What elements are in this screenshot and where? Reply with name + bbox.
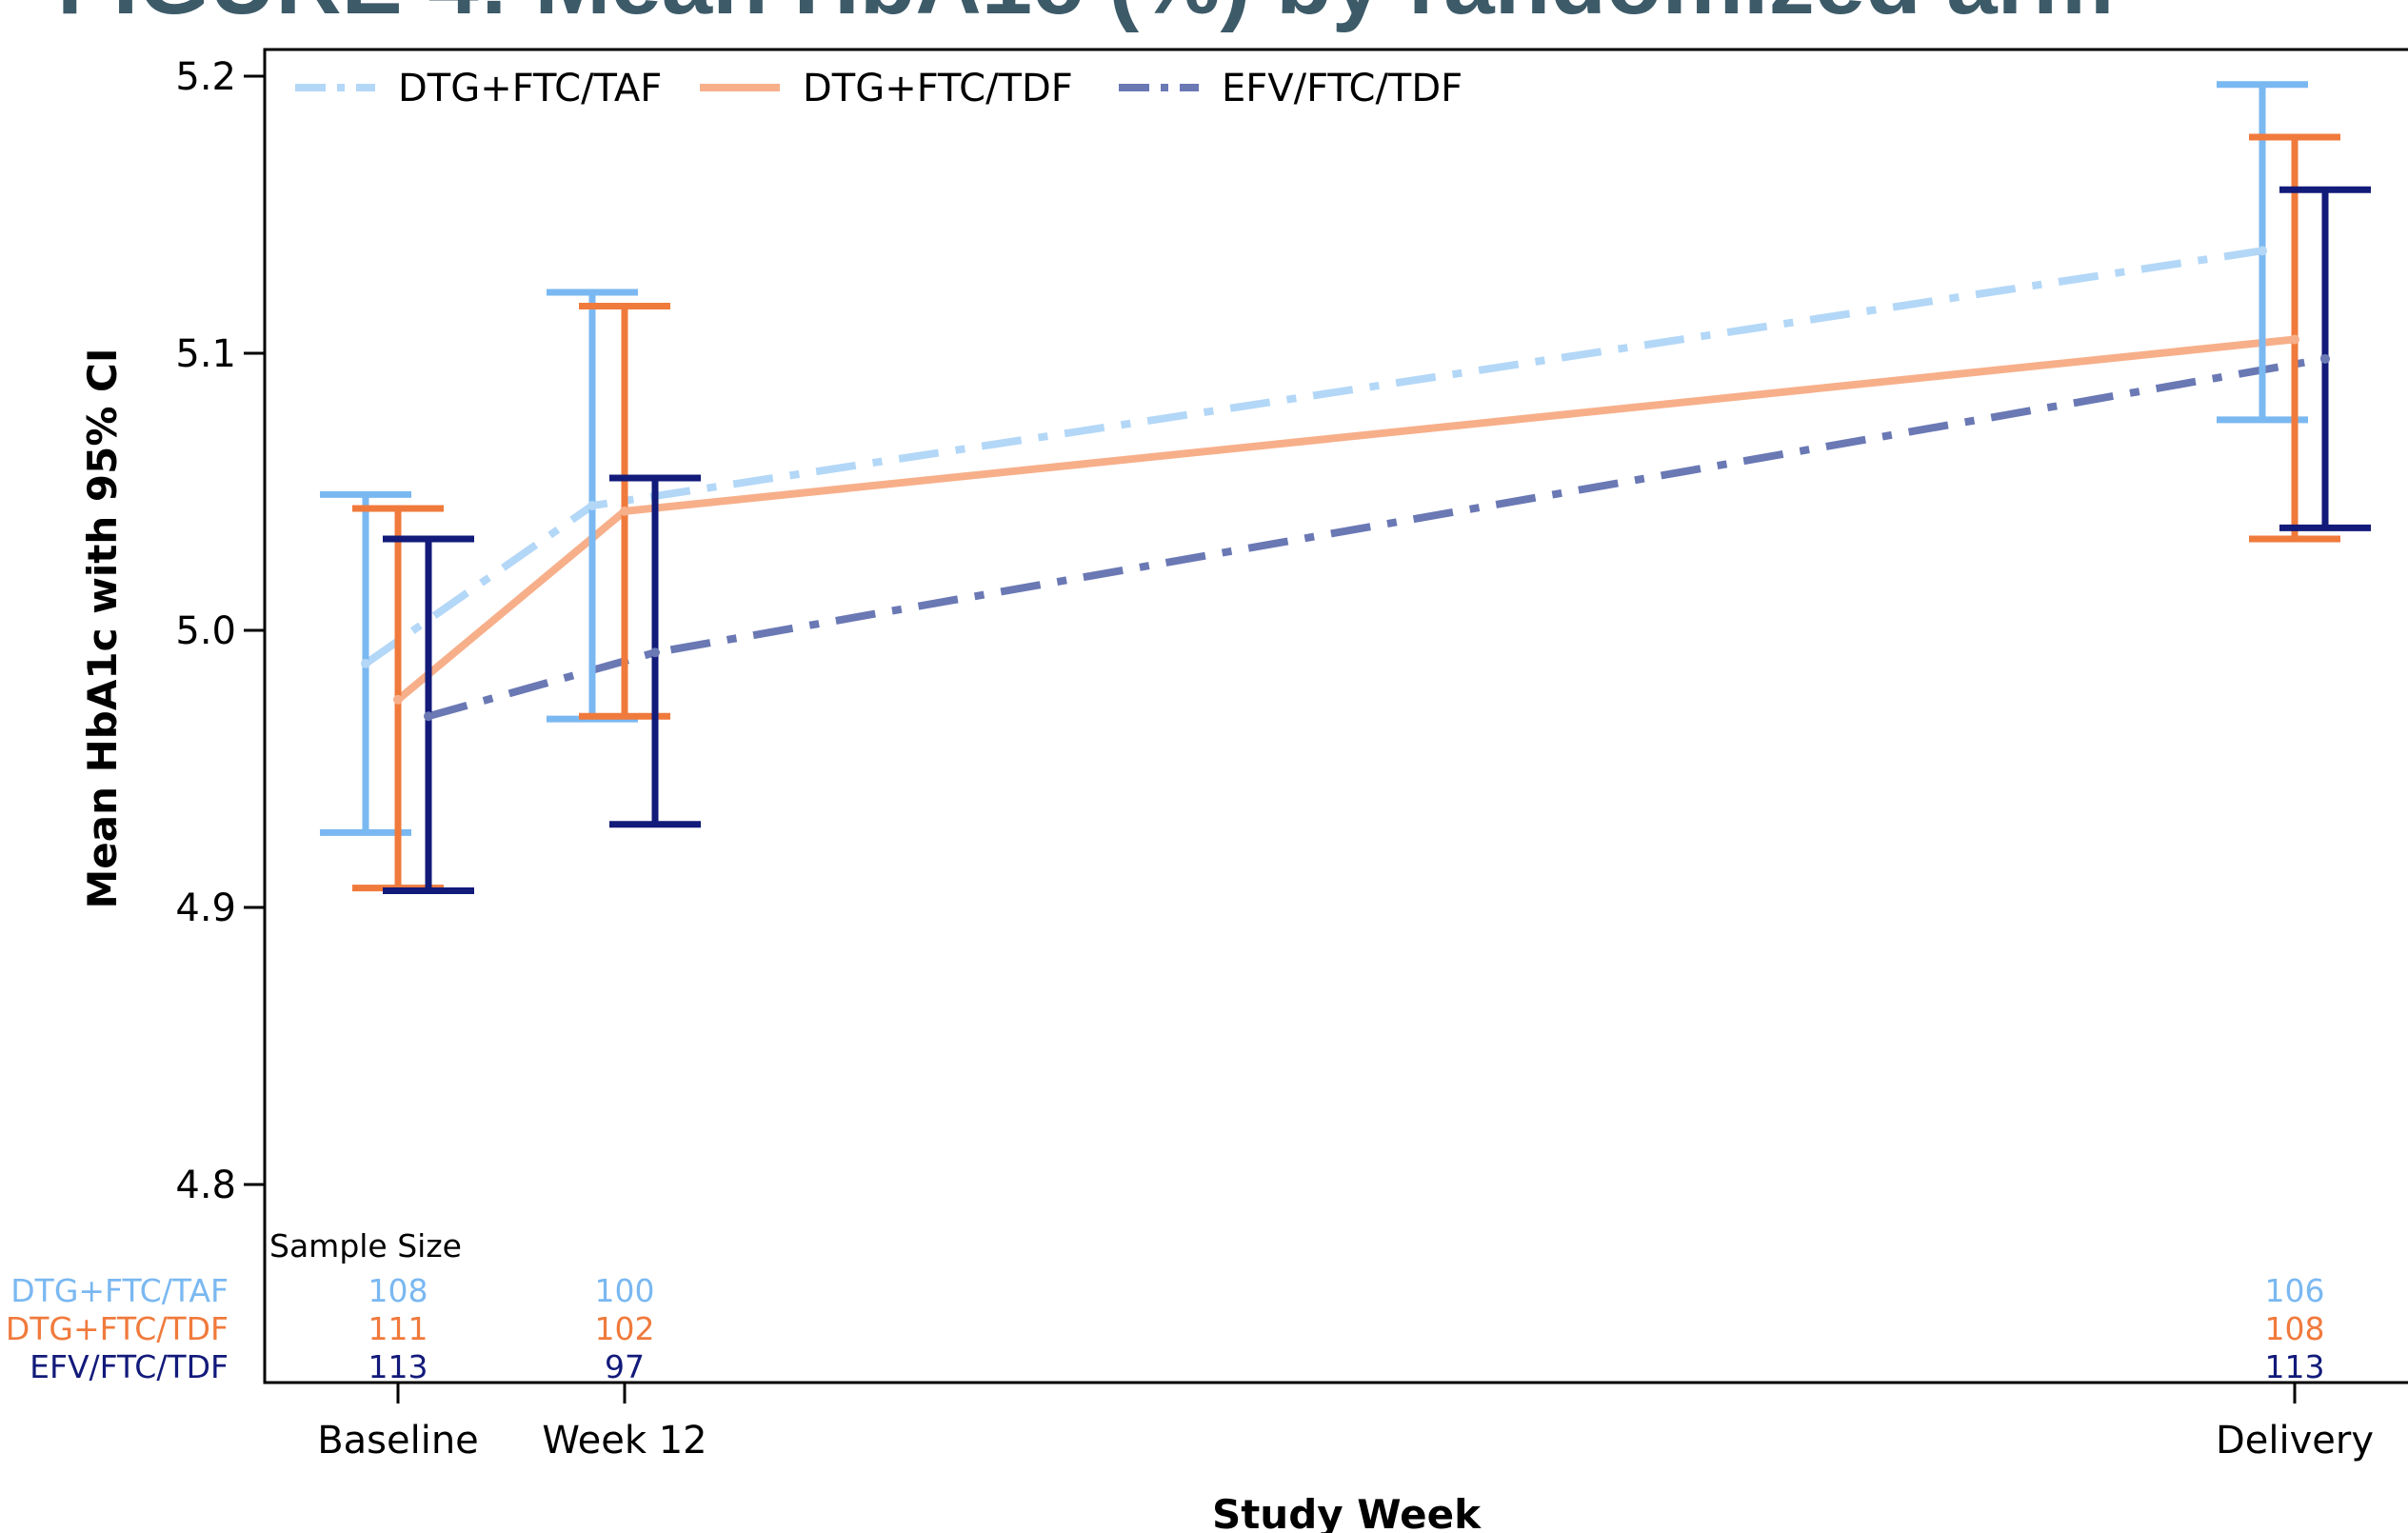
legend: DTG+FTC/TAF DTG+FTC/TDF EFV/FTC/TDF — [295, 67, 1463, 110]
sample-size-header: Sample Size — [269, 1227, 462, 1264]
y-tick-label-2: 5.0 — [175, 609, 236, 653]
y-tick-label-4: 5.2 — [175, 55, 236, 99]
sample-size-row-label-0: DTG+FTC/TAF — [10, 1272, 229, 1309]
y-tick-label-1: 4.9 — [175, 886, 236, 930]
sample-size-value-0-1: 100 — [595, 1272, 655, 1309]
point-1-1 — [620, 506, 629, 516]
series-line-0 — [363, 247, 2263, 667]
x-axis-title: Study Week — [1212, 1491, 1482, 1533]
error-bars — [320, 81, 2371, 895]
chart-title: FIGURE 4: Mean HbA1c (%) by randomized a… — [57, 0, 2114, 33]
y-axis-title: Mean HbA1c with 95% CI — [79, 348, 126, 908]
legend-label-2: EFV/FTC/TDF — [1222, 67, 1463, 110]
sample-size-value-1-1: 102 — [595, 1310, 655, 1347]
point-1-0 — [393, 694, 403, 705]
markers — [361, 246, 2330, 722]
sample-size-value-0-2: 106 — [2265, 1272, 2325, 1309]
sample-size-value-2-2: 113 — [2265, 1348, 2325, 1385]
point-1-2 — [2290, 334, 2299, 345]
point-0-0 — [361, 658, 370, 668]
y-tick-label-3: 5.1 — [175, 332, 236, 376]
x-tick-label-2: Delivery — [2216, 1419, 2374, 1463]
sample-size-row-label-1: DTG+FTC/TDF — [6, 1310, 229, 1347]
y-tick-label-0: 4.8 — [175, 1164, 236, 1207]
plot-frame — [263, 48, 2408, 1384]
point-0-1 — [587, 501, 597, 511]
point-0-2 — [2258, 246, 2267, 256]
sample-size-value-1-2: 108 — [2265, 1310, 2325, 1347]
x-tick-label-0: Baseline — [317, 1419, 479, 1463]
series-line-2 — [427, 354, 2326, 721]
sample-size-value-0-0: 108 — [368, 1272, 428, 1309]
point-2-2 — [2320, 353, 2330, 364]
point-2-1 — [650, 647, 660, 658]
y-axis: 4.8 4.9 5.0 5.1 5.2 — [175, 55, 265, 1207]
sample-size-value-1-0: 111 — [368, 1310, 428, 1347]
sample-size-table: Sample Size DTG+FTC/TAF 108 100 106 DTG+FTC/… — [6, 1227, 2325, 1385]
x-axis: Baseline Week 12 Delivery — [317, 1383, 2374, 1463]
legend-label-0: DTG+FTC/TAF — [398, 67, 662, 110]
sample-size-value-2-0: 113 — [368, 1348, 428, 1385]
series-lines — [363, 247, 2326, 721]
x-tick-label-1: Week 12 — [542, 1419, 706, 1463]
legend-label-1: DTG+FTC/TDF — [803, 67, 1073, 110]
sample-size-row-label-2: EFV/FTC/TDF — [30, 1348, 229, 1385]
point-2-0 — [424, 711, 433, 722]
sample-size-value-2-1: 97 — [605, 1348, 645, 1385]
